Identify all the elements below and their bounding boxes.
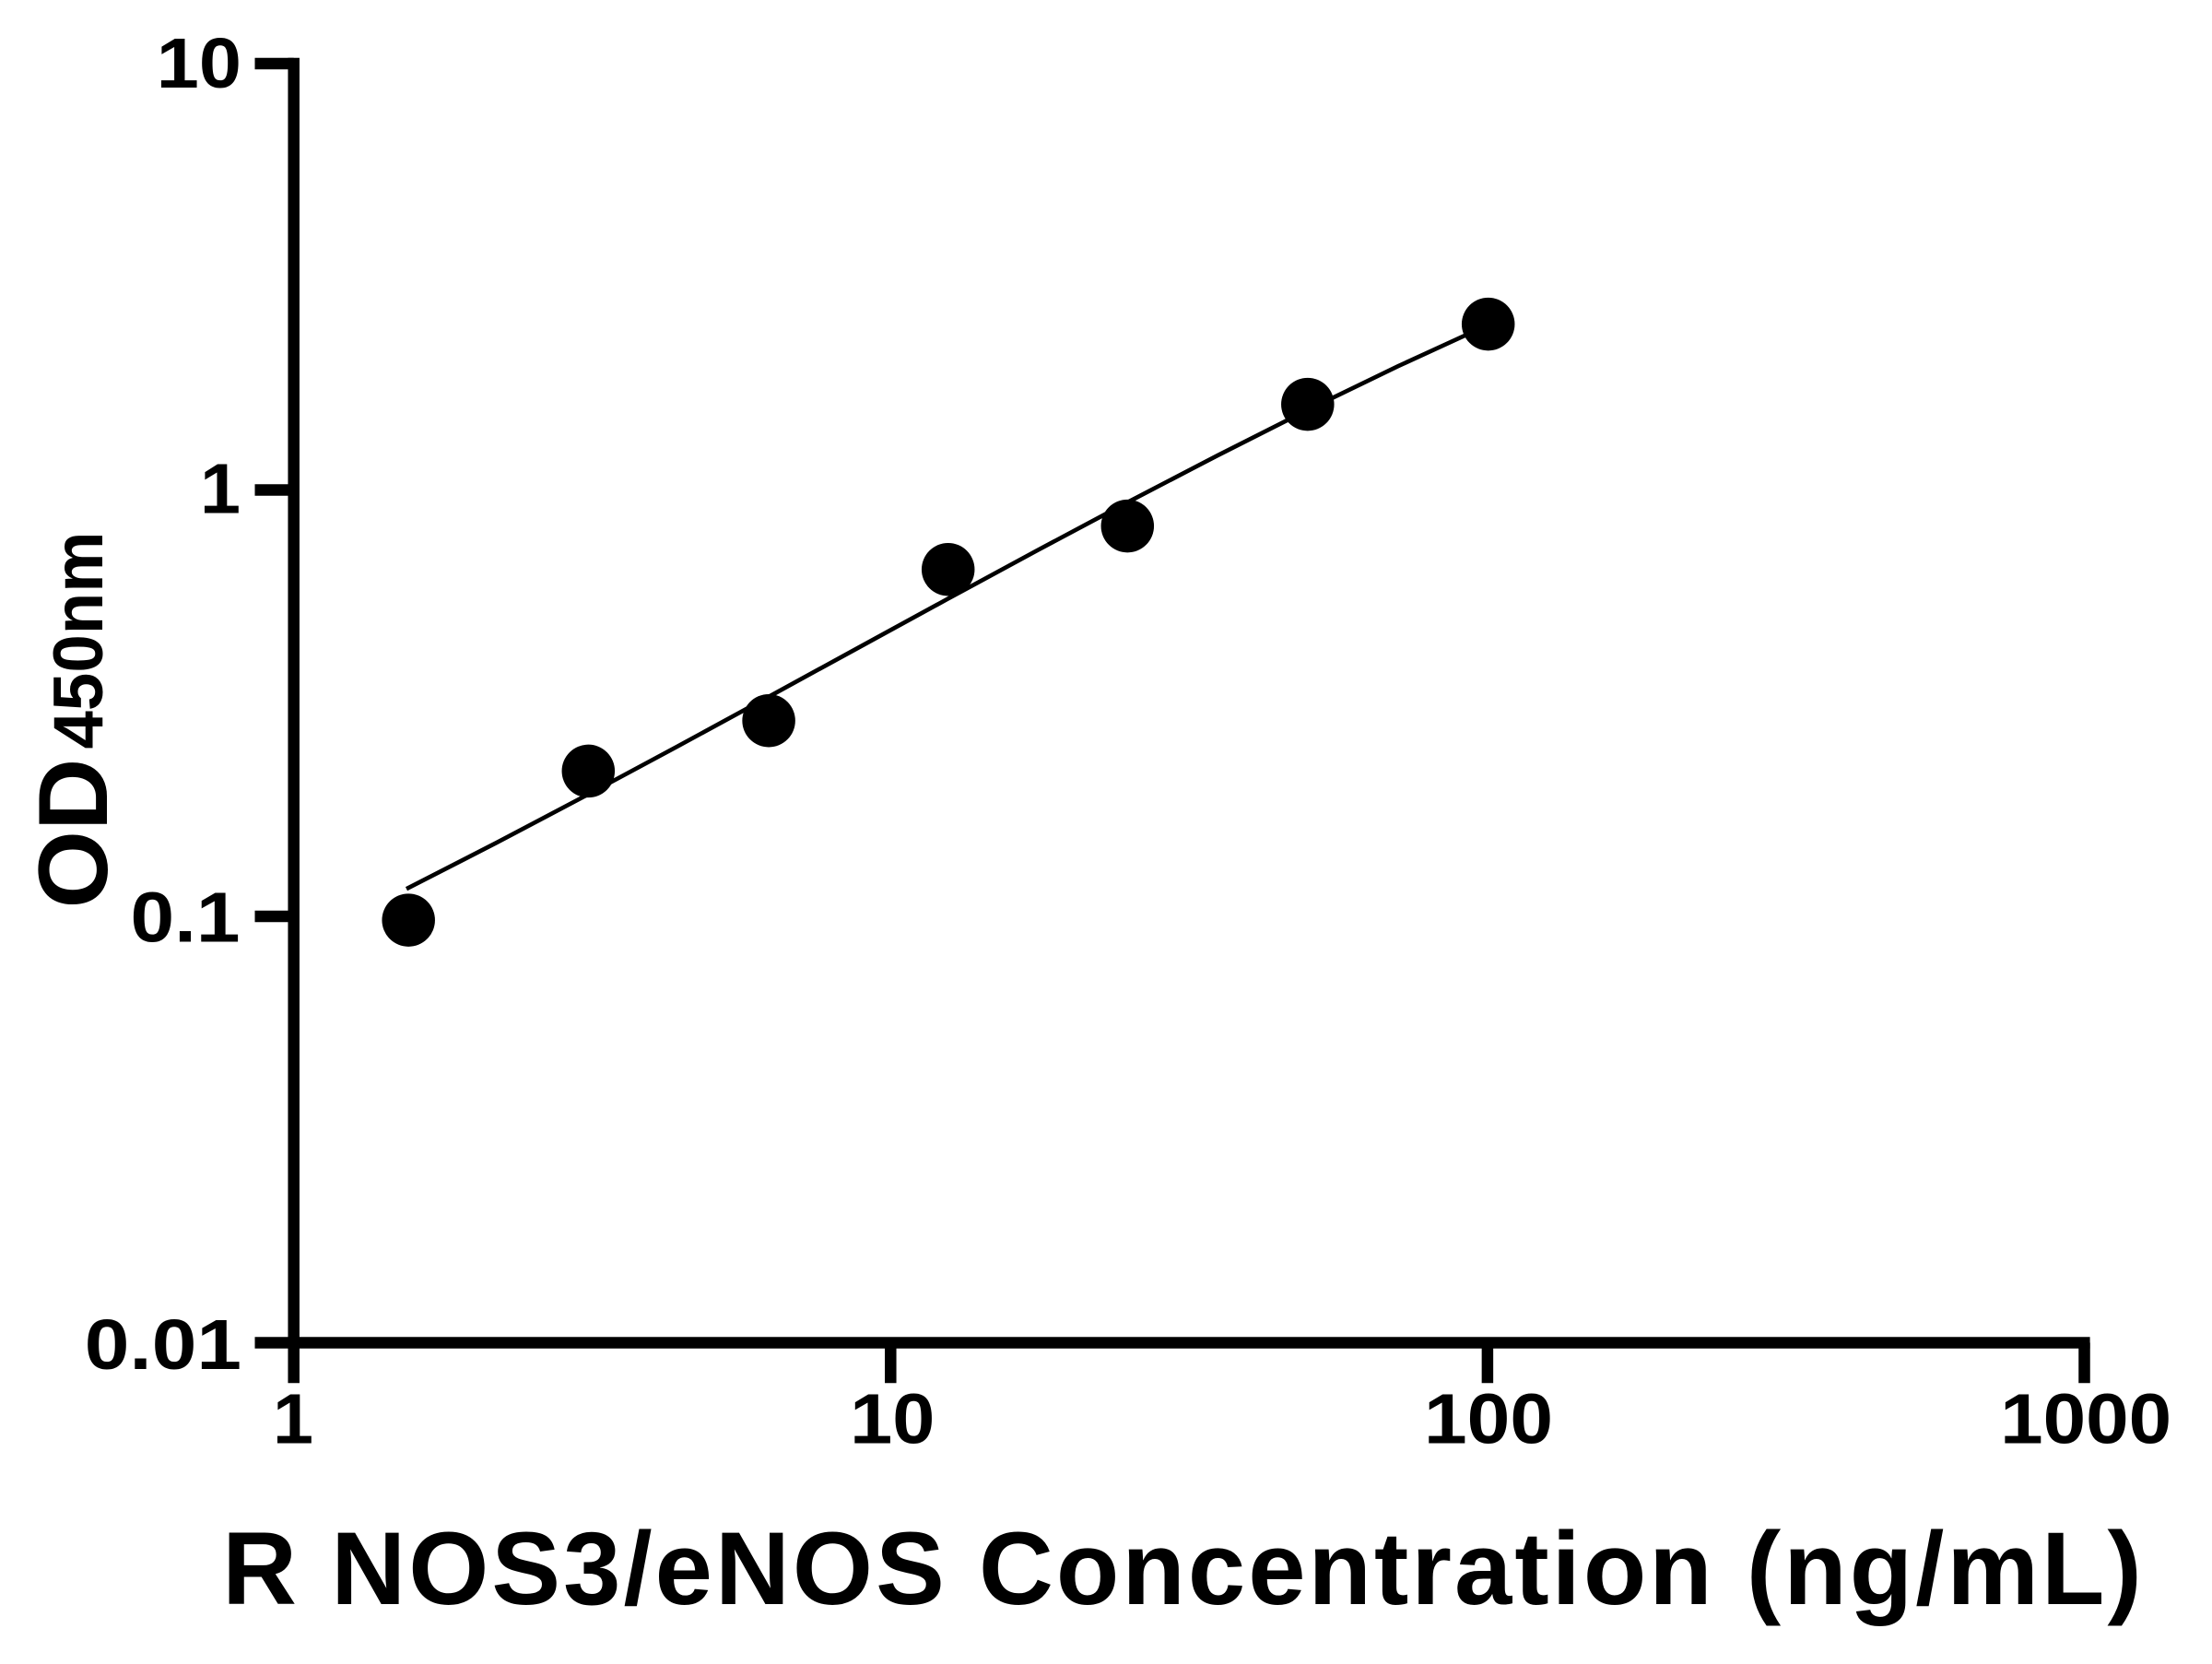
svg-text:OD: OD	[18, 759, 128, 909]
svg-text:1000: 1000	[2000, 1380, 2171, 1459]
svg-text:100: 100	[1424, 1380, 1553, 1459]
svg-text:10: 10	[157, 24, 241, 103]
svg-text:1: 1	[273, 1380, 313, 1459]
svg-text:R NOS3/eNOS Concentration (ng/: R NOS3/eNOS Concentration (ng/mL)	[222, 1511, 2145, 1626]
svg-text:0.1: 0.1	[131, 879, 241, 958]
svg-text:1: 1	[200, 450, 241, 529]
svg-text:450nm: 450nm	[40, 532, 118, 749]
svg-text:0.01: 0.01	[85, 1305, 241, 1385]
svg-text:10: 10	[850, 1380, 935, 1459]
